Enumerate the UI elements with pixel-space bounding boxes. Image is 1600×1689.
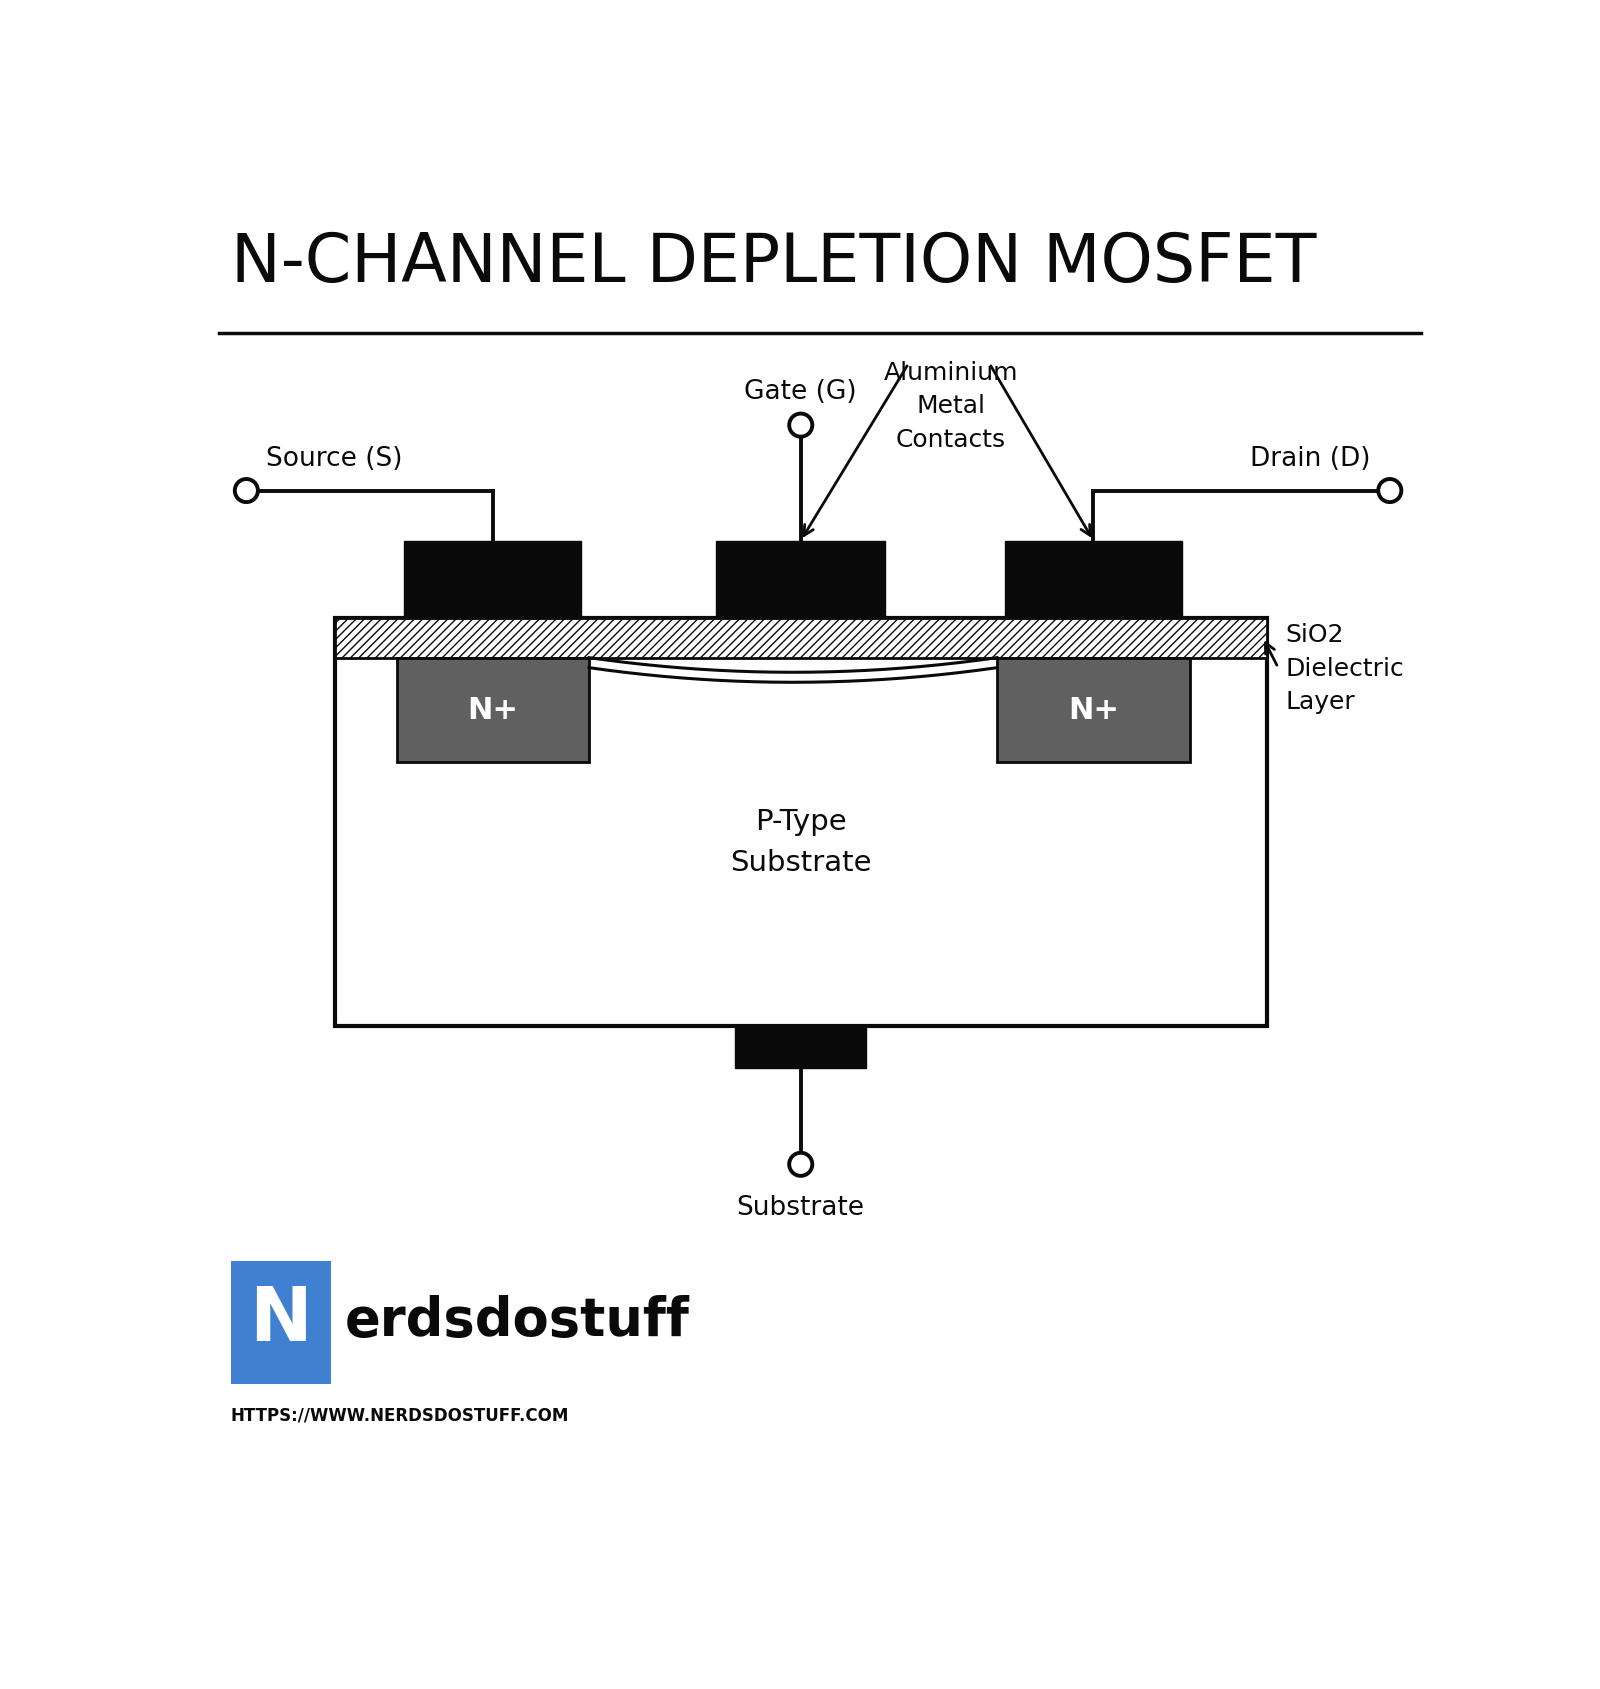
Circle shape [1378, 480, 1402, 503]
Text: Gate (G): Gate (G) [744, 378, 858, 404]
Text: N+: N+ [1067, 696, 1118, 725]
Bar [736, 1027, 866, 1069]
Text: Substrate: Substrate [736, 1194, 864, 1219]
Circle shape [789, 414, 813, 437]
Bar [334, 618, 1267, 1027]
Circle shape [789, 1154, 813, 1176]
Text: erdsdostuff: erdsdostuff [346, 1294, 690, 1346]
Bar [230, 1260, 331, 1383]
Bar [997, 659, 1189, 762]
Text: HTTPS://WWW.NERDSDOSTUFF.COM: HTTPS://WWW.NERDSDOSTUFF.COM [230, 1405, 570, 1424]
Text: P-Type
Substrate: P-Type Substrate [730, 807, 872, 877]
Text: N-CHANNEL DEPLETION MOSFET: N-CHANNEL DEPLETION MOSFET [230, 230, 1317, 296]
Text: Source (S): Source (S) [266, 446, 402, 471]
Bar [717, 540, 885, 618]
Text: N+: N+ [467, 696, 518, 725]
Text: N: N [250, 1284, 312, 1356]
Bar [1005, 540, 1182, 618]
Circle shape [235, 480, 258, 503]
Text: Aluminium
Metal
Contacts: Aluminium Metal Contacts [883, 360, 1018, 451]
Bar [334, 618, 1267, 659]
Bar [405, 540, 581, 618]
Text: Drain (D): Drain (D) [1250, 446, 1371, 471]
Text: SiO2
Dielectric
Layer: SiO2 Dielectric Layer [1286, 623, 1405, 714]
Bar [397, 659, 589, 762]
